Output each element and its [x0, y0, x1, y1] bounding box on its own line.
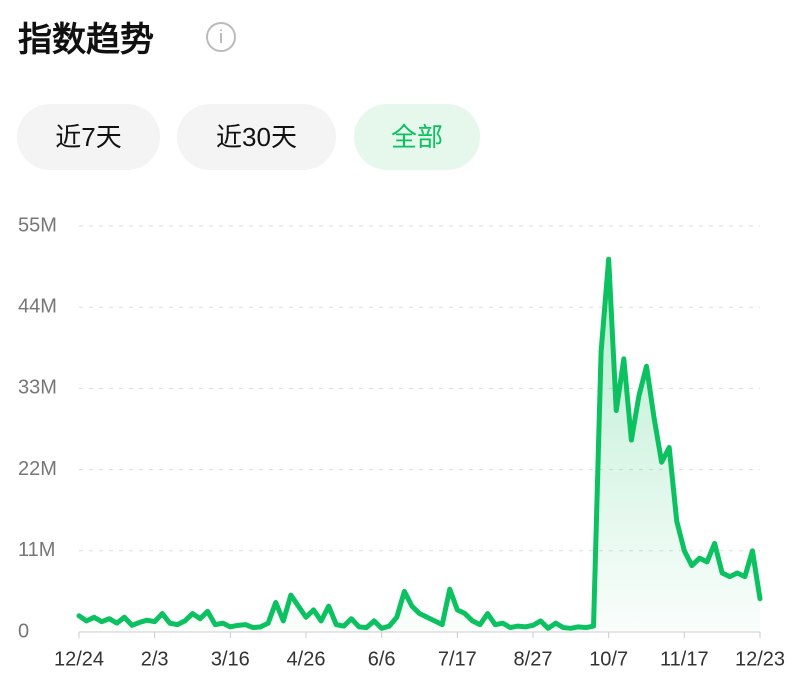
area [79, 259, 760, 632]
x-tick-label: 11/17 [660, 648, 709, 670]
y-tick-label: 0 [18, 620, 29, 642]
range-button[interactable]: 近7天 [17, 104, 160, 170]
x-tick-label: 12/23 [735, 648, 785, 670]
x-tick-label: 12/24 [54, 648, 104, 670]
info-icon[interactable]: i [206, 22, 236, 52]
x-tick-label: 2/3 [141, 648, 169, 670]
y-tick-label: 11M [18, 539, 55, 561]
y-tick-label: 22M [18, 458, 57, 480]
x-tick-label: 3/16 [211, 648, 250, 670]
line [76, 256, 763, 631]
x-tick-label: 6/6 [368, 648, 396, 670]
x-tick-label: 7/17 [438, 648, 477, 670]
x-tick-label: 4/26 [287, 648, 326, 670]
title: 指数趋势 [18, 21, 154, 59]
x-tick-label: 10/7 [589, 648, 628, 670]
y-tick-label: 44M [18, 295, 57, 317]
range-button[interactable]: 近30天 [177, 104, 336, 170]
y-tick-label: 55M [18, 214, 57, 236]
y-tick-label: 33M [18, 377, 57, 399]
x-tick-label: 8/27 [514, 648, 553, 670]
range-button[interactable]: 全部 [354, 104, 480, 170]
